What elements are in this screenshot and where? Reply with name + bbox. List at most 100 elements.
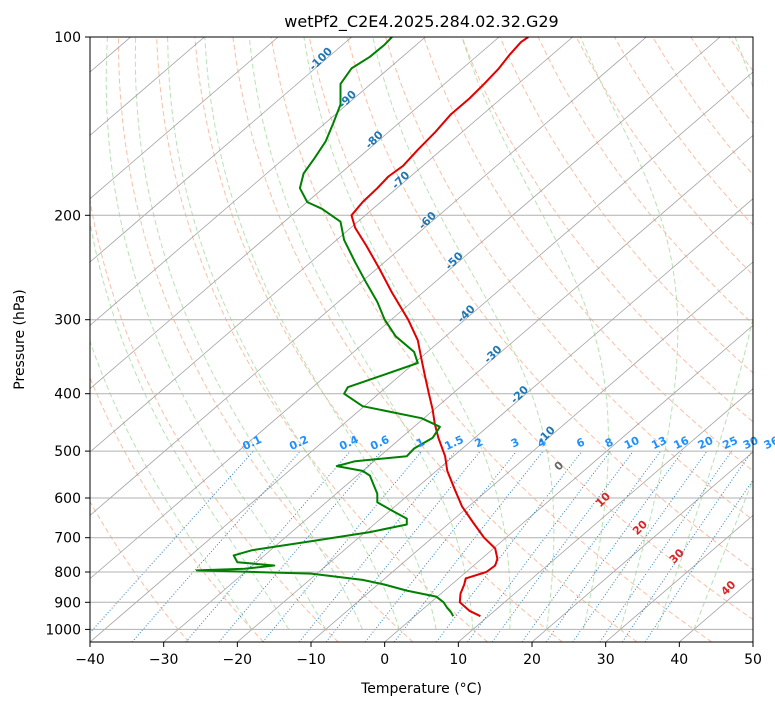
dry-adiabat-line [90,376,264,642]
plot-frame [89,36,754,643]
dry-adiabat-line [194,37,563,642]
mixing-ratio-label: 2 [473,435,485,450]
y-tick-label: 800 [54,565,81,581]
y-tick-label: 600 [54,491,81,507]
isotherm-line [90,37,647,516]
dry-adiabat-line [423,37,753,472]
mixing-ratio-label: 6 [574,435,587,450]
dewpoint-profile-line [195,37,455,617]
pressure-gridlines [90,37,753,630]
y-tick-label: 1000 [45,622,81,638]
mixing-ratio-label: 16 [672,434,692,452]
x-tick-label: −40 [75,652,105,668]
mixing-ratio-line [467,450,611,642]
moist-adiabat-line [90,219,290,630]
mixing-ratio-label: 1.5 [443,433,466,453]
mixing-ratio-line [621,450,753,642]
isotherm-line [752,641,753,642]
dry-adiabat-line [156,37,488,642]
moist-adiabat-line [167,37,400,630]
mixing-ratio-label: 3 [509,435,521,450]
moist-adiabat-line [461,37,609,630]
mixing-ratio-label: 0.6 [368,433,391,453]
dry-adiabat-line [614,37,753,226]
dry-adiabat-line [537,37,753,325]
y-tick-label: 700 [54,531,81,547]
isotherm-label: -40 [455,302,478,325]
y-tick-label: 200 [54,208,81,224]
isotherm-label: -60 [416,209,439,232]
dry-adiabat-line [90,197,339,642]
isotherm-line [458,388,753,642]
series-layer [195,37,529,618]
isotherm-line [90,37,352,263]
moist-adiabat-line [372,37,555,630]
isotherm-line [163,134,753,642]
isotherm-label: -70 [389,168,412,191]
mixing-ratio-label: 36 [762,434,775,452]
y-axis-label: Pressure (hPa) [12,289,28,389]
moist-adiabat-label: 10 [593,490,613,510]
moist-adiabat-label: 0 [552,458,567,473]
x-tick-label: −20 [223,652,253,668]
mixing-ratio-line [393,450,544,642]
mixing-ratio-line [90,450,254,634]
isotherm-line [531,451,753,642]
mixing-ratio-line [644,479,753,642]
isotherm-line [679,578,753,642]
isotherm-line [0,37,57,642]
dry-adiabat-line [270,37,712,642]
y-tick-label: 300 [54,313,81,329]
x-tick-label: −10 [296,652,326,668]
chart-title: wetPf2_C2E4.2025.284.02.32.G29 [284,12,558,32]
x-tick-label: 0 [380,652,389,668]
x-tick-label: 40 [670,652,688,668]
moist-adiabat-line [656,37,753,630]
x-axis: −40 −30 −20 −10 0 10 20 30 40 50 [75,642,762,668]
mixing-ratio-line [491,450,634,642]
isotherm-line [310,261,753,642]
moist-adiabat-line [303,37,511,630]
dry-adiabat-line [308,37,753,621]
isotherm-line [90,37,279,200]
moist-adiabat-line [204,37,437,630]
x-axis-label: Temperature (°C) [360,681,482,697]
x-tick-label: 30 [597,652,615,668]
isotherm-label: -50 [443,249,466,272]
moist-adiabat-line [105,37,327,630]
isotherm-line [90,37,426,326]
moist-adiabat-label: 20 [630,517,650,537]
x-tick-label: 20 [523,652,541,668]
dry-adiabat-line [461,37,753,423]
mixing-ratio-line [599,450,733,642]
dry-adiabat-line [652,37,753,176]
y-tick-label: 100 [54,30,81,46]
isotherm-label: -30 [481,343,504,366]
mixing-ratio-line [521,450,662,642]
dry-adiabat-line [499,37,753,374]
moist-adiabat-line [90,339,253,630]
mixing-ratio-line [262,450,423,642]
mixing-ratio-line [185,450,351,642]
y-tick-label: 500 [54,444,81,460]
y-tick-label: 400 [54,387,81,403]
mixing-ratio-line [572,450,708,642]
isotherm-label: -80 [363,128,386,151]
dry-adiabat-line [690,37,753,125]
dry-adiabat-line [90,500,190,642]
mixing-ratio-line [298,450,456,642]
dry-adiabat-line [728,37,753,72]
dry-adiabat-line [232,37,638,642]
mixing-ratio-label: 10 [622,434,642,452]
mixing-ratio-label: 0.1 [241,433,264,453]
isotherm-line [90,37,573,453]
isotherm-line [237,198,753,642]
background-lines [0,37,775,642]
mixing-ratio-label: 30 [741,434,761,452]
dry-adiabat-line [767,37,775,642]
mixing-ratio-label: 25 [721,434,740,452]
moist-adiabat-label: 40 [718,578,738,598]
temperature-profile-line [350,37,529,618]
isoline-labels: 0.1 0.2 0.4 0.6 1 1.5 2 3 4 6 8 10 13 16 20 25 30 36-100-… [241,44,775,598]
